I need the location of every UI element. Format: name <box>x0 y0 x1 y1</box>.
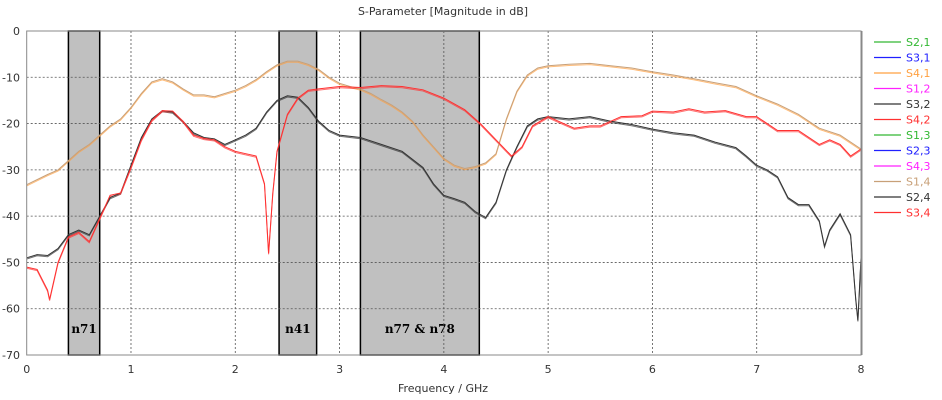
legend-label: S4,1 <box>906 67 930 80</box>
x-tick-label: 8 <box>858 363 865 376</box>
legend-item-S3-1[interactable]: S3,1 <box>874 52 930 65</box>
legend-item-S2-1[interactable]: S2,1 <box>874 36 930 49</box>
x-axis-label: Frequency / GHz <box>398 382 488 395</box>
legend-item-S4-3[interactable]: S4,3 <box>874 160 930 173</box>
y-tick-label: -30 <box>2 164 20 177</box>
frequency-band-n77-n78 <box>359 30 481 356</box>
legend-label: S1,3 <box>906 129 930 142</box>
y-tick-label: -40 <box>2 210 20 223</box>
x-tick-label: 1 <box>127 363 134 376</box>
legend-item-S1-4[interactable]: S1,4 <box>874 176 930 189</box>
legend-label: S2,4 <box>906 191 930 204</box>
legend-label: S2,3 <box>906 145 930 158</box>
legend-item-S2-3[interactable]: S2,3 <box>874 145 930 158</box>
series-line-S1-4 <box>26 60 862 186</box>
chart-title: S-Parameter [Magnitude in dB] <box>358 5 528 18</box>
x-tick-label: 5 <box>545 363 552 376</box>
series-line-S2-4 <box>26 95 862 321</box>
y-tick-label: 0 <box>13 25 20 38</box>
legend-item-S3-4[interactable]: S3,4 <box>874 207 930 220</box>
legend-label: S3,1 <box>906 52 930 65</box>
legend-label: S4,2 <box>906 114 930 127</box>
band-label: n71 <box>71 322 96 336</box>
series-line-S4-1 <box>26 61 862 187</box>
legend-label: S3,2 <box>906 98 930 111</box>
legend-item-S1-3[interactable]: S1,3 <box>874 129 930 142</box>
legend-label: S1,4 <box>906 176 930 189</box>
plot-frame <box>26 30 862 356</box>
x-tick-label: 7 <box>753 363 760 376</box>
y-tick-label: -20 <box>2 118 20 131</box>
y-tick-label: -10 <box>2 71 20 84</box>
x-tick-label: 0 <box>23 363 30 376</box>
series-line-S3-4 <box>26 85 862 300</box>
band-label: n41 <box>285 322 310 336</box>
x-tick-label: 3 <box>336 363 343 376</box>
band-label: n77 & n78 <box>385 322 455 336</box>
x-tick-label: 4 <box>440 363 447 376</box>
legend-item-S4-1[interactable]: S4,1 <box>874 67 930 80</box>
y-tick-label: -70 <box>2 349 20 362</box>
x-tick-label: 6 <box>649 363 656 376</box>
legend-label: S3,4 <box>906 207 930 220</box>
x-tick-label: 2 <box>232 363 239 376</box>
legend-item-S4-2[interactable]: S4,2 <box>874 114 930 127</box>
legend-label: S4,3 <box>906 160 930 173</box>
legend-item-S1-2[interactable]: S1,2 <box>874 83 930 96</box>
y-tick-label: -50 <box>2 256 20 269</box>
frequency-band-n71 <box>67 30 101 356</box>
legend-item-S3-2[interactable]: S3,2 <box>874 98 930 111</box>
frequency-band-n41 <box>278 30 318 356</box>
legend-item-S2-4[interactable]: S2,4 <box>874 191 930 204</box>
y-tick-label: -60 <box>2 303 20 316</box>
legend-label: S1,2 <box>906 83 930 96</box>
legend-label: S2,1 <box>906 36 930 49</box>
